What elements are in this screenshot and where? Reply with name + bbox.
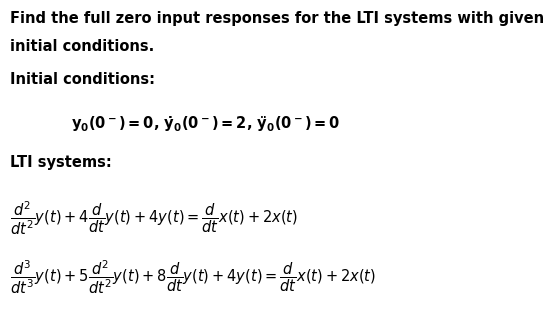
Text: $\dfrac{d^2}{dt^2}y(t) + 4\dfrac{d}{dt}y(t) + 4y(t) = \dfrac{d}{dt}x(t) + 2x(t)$: $\dfrac{d^2}{dt^2}y(t) + 4\dfrac{d}{dt}y… [10,199,298,237]
Text: $\dfrac{d^3}{dt^3}y(t) + 5\dfrac{d^2}{dt^2}y(t) + 8\dfrac{d}{dt}y(t) + 4y(t) = \: $\dfrac{d^3}{dt^3}y(t) + 5\dfrac{d^2}{dt… [10,258,376,296]
Text: initial conditions.: initial conditions. [10,39,154,54]
Text: Find the full zero input responses for the LTI systems with given: Find the full zero input responses for t… [10,11,544,26]
Text: Initial conditions:: Initial conditions: [10,72,155,87]
Text: $\mathbf{y_0(0^-) = 0,\, \dot{y}_0(0^-) = 2,\, \ddot{y}_0(0^-) = 0}$: $\mathbf{y_0(0^-) = 0,\, \dot{y}_0(0^-) … [71,114,340,134]
Text: LTI systems:: LTI systems: [10,155,112,170]
